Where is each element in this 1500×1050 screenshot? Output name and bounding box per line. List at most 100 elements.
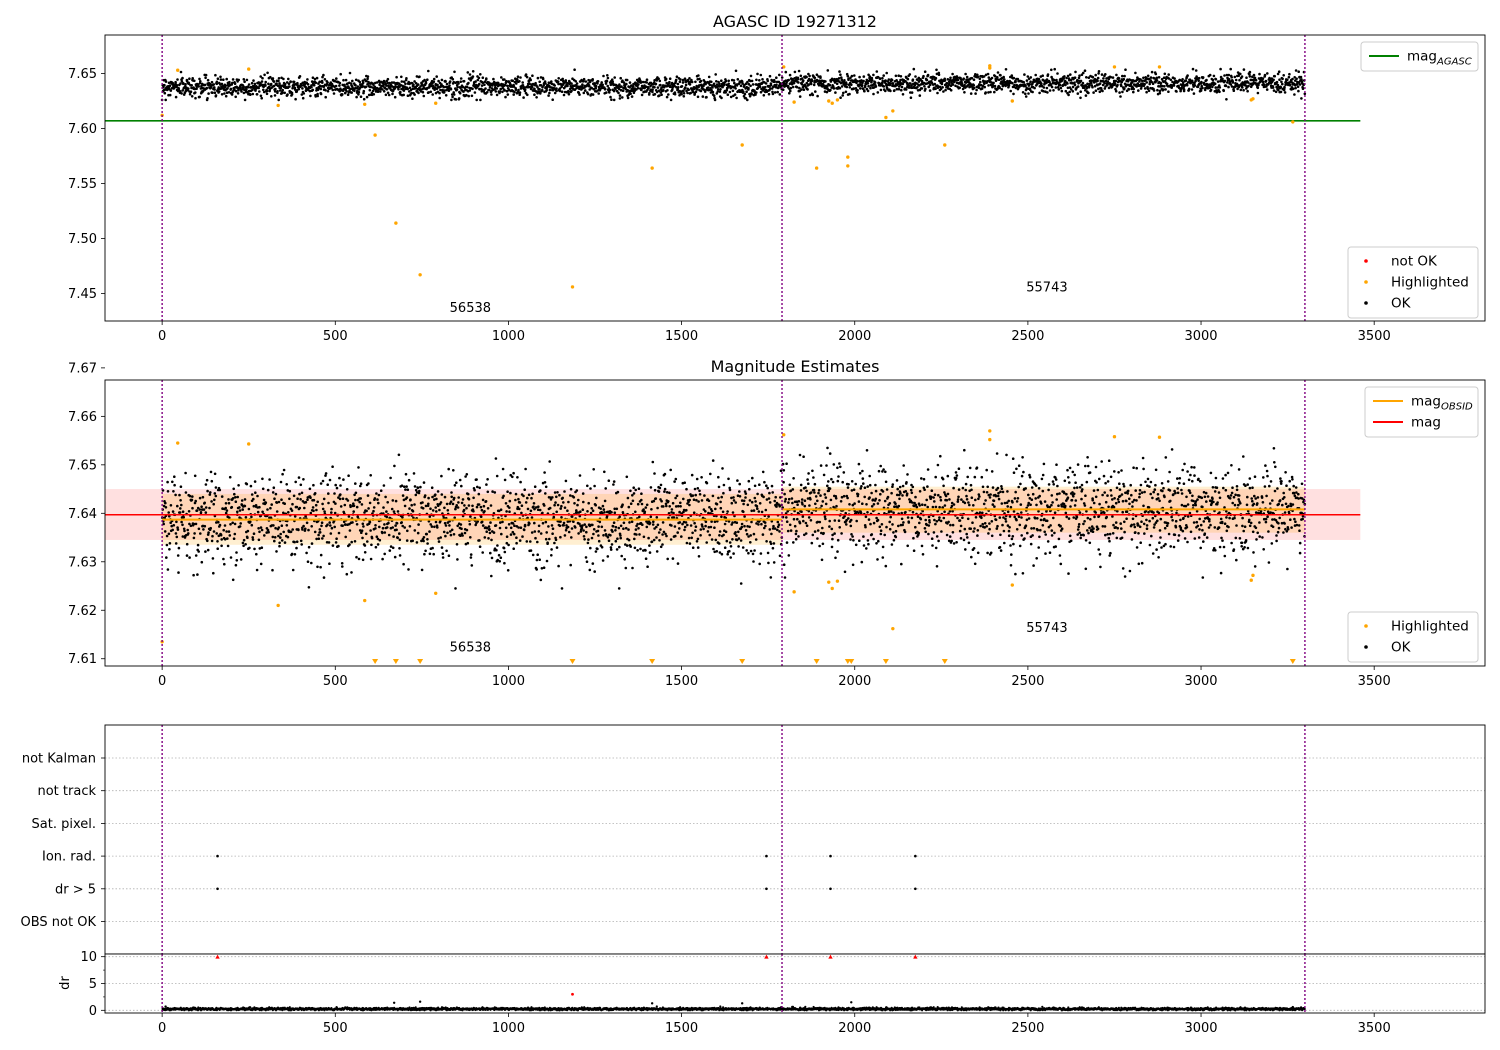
- ok-point: [301, 87, 304, 90]
- ok-point: [452, 93, 456, 96]
- ok-point: [694, 525, 698, 528]
- ok-point: [404, 82, 407, 86]
- highlighted-point: [176, 68, 180, 72]
- ok-point: [298, 506, 302, 510]
- ok-point: [485, 483, 488, 486]
- ok-point: [1071, 90, 1075, 93]
- ok-point: [469, 553, 473, 556]
- ok-point: [585, 525, 588, 529]
- ok-point: [668, 505, 671, 508]
- ok-point: [544, 520, 548, 524]
- ok-point: [537, 530, 541, 533]
- ok-point: [335, 537, 338, 540]
- ok-point: [687, 88, 690, 92]
- ok-point: [586, 92, 590, 96]
- ok-point: [622, 81, 626, 84]
- ok-point: [168, 542, 172, 545]
- ok-point: [608, 88, 612, 92]
- ok-point: [233, 88, 236, 91]
- ok-point: [213, 492, 217, 495]
- ok-point: [507, 523, 511, 526]
- ok-point: [326, 89, 330, 93]
- ok-point: [452, 496, 456, 500]
- ok-point: [440, 493, 444, 496]
- ok-point: [425, 532, 429, 536]
- ok-point: [188, 556, 191, 559]
- ok-point: [610, 511, 613, 514]
- ok-point: [434, 520, 438, 524]
- ok-point: [661, 543, 664, 546]
- ok-point: [540, 567, 544, 570]
- ok-point: [639, 81, 643, 84]
- ok-point: [252, 532, 256, 535]
- ok-point: [452, 533, 456, 536]
- ok-point: [197, 527, 201, 531]
- ok-point: [518, 91, 522, 94]
- ok-point: [636, 502, 640, 506]
- ok-point: [177, 546, 181, 550]
- ok-point: [538, 87, 541, 91]
- ok-point: [494, 457, 498, 460]
- ok-point: [566, 84, 569, 88]
- ok-point: [236, 92, 240, 95]
- ok-point: [360, 529, 364, 532]
- ok-point: [441, 556, 445, 559]
- ok-point: [848, 92, 851, 96]
- ok-point: [1082, 71, 1085, 75]
- ok-point: [1147, 89, 1151, 93]
- ok-point: [180, 520, 183, 524]
- ok-point: [541, 521, 545, 525]
- ok-point: [1115, 73, 1118, 77]
- ok-point: [688, 498, 691, 502]
- ok-point: [1256, 91, 1260, 95]
- ok-point: [388, 81, 392, 85]
- ok-point: [310, 525, 314, 528]
- ok-point: [719, 506, 723, 510]
- ok-point: [339, 484, 342, 487]
- ok-point: [414, 493, 418, 497]
- ok-point: [341, 93, 344, 96]
- ok-point: [751, 83, 755, 86]
- ok-point: [502, 546, 506, 550]
- ok-point: [237, 78, 240, 82]
- ok-point: [897, 74, 900, 77]
- ok-point: [328, 562, 331, 565]
- ok-point: [570, 536, 573, 539]
- ok-point: [560, 90, 564, 93]
- ok-point: [1116, 83, 1119, 87]
- ok-point: [476, 485, 479, 489]
- ok-point: [495, 93, 499, 97]
- ok-point: [318, 80, 322, 84]
- ok-point: [211, 91, 214, 94]
- ok-point: [357, 557, 361, 561]
- ok-point: [457, 82, 460, 85]
- ok-point: [705, 541, 708, 544]
- ok-point: [606, 76, 610, 80]
- ok-point: [558, 493, 561, 497]
- ok-point: [1066, 74, 1070, 78]
- ok-point: [581, 83, 584, 86]
- ok-point: [1013, 83, 1016, 87]
- ok-point: [312, 498, 316, 502]
- ok-point: [262, 88, 265, 92]
- ok-point: [1271, 86, 1275, 89]
- ok-point: [1281, 82, 1284, 86]
- ok-point: [280, 498, 283, 502]
- ok-point: [255, 568, 259, 572]
- ok-point: [627, 505, 631, 509]
- ok-point: [321, 507, 325, 511]
- ok-point: [1146, 74, 1150, 78]
- ok-point: [181, 76, 184, 80]
- ok-point: [354, 83, 357, 87]
- ok-point: [440, 546, 444, 549]
- ok-point: [872, 92, 875, 96]
- x-tick-label: 1000: [492, 329, 525, 344]
- ok-point: [292, 80, 296, 84]
- ok-point: [1211, 78, 1215, 82]
- ok-point: [366, 540, 369, 543]
- ok-point: [679, 505, 682, 508]
- ok-point: [506, 93, 510, 96]
- ok-point: [729, 95, 733, 99]
- ok-point: [395, 528, 398, 532]
- ok-point: [370, 543, 373, 547]
